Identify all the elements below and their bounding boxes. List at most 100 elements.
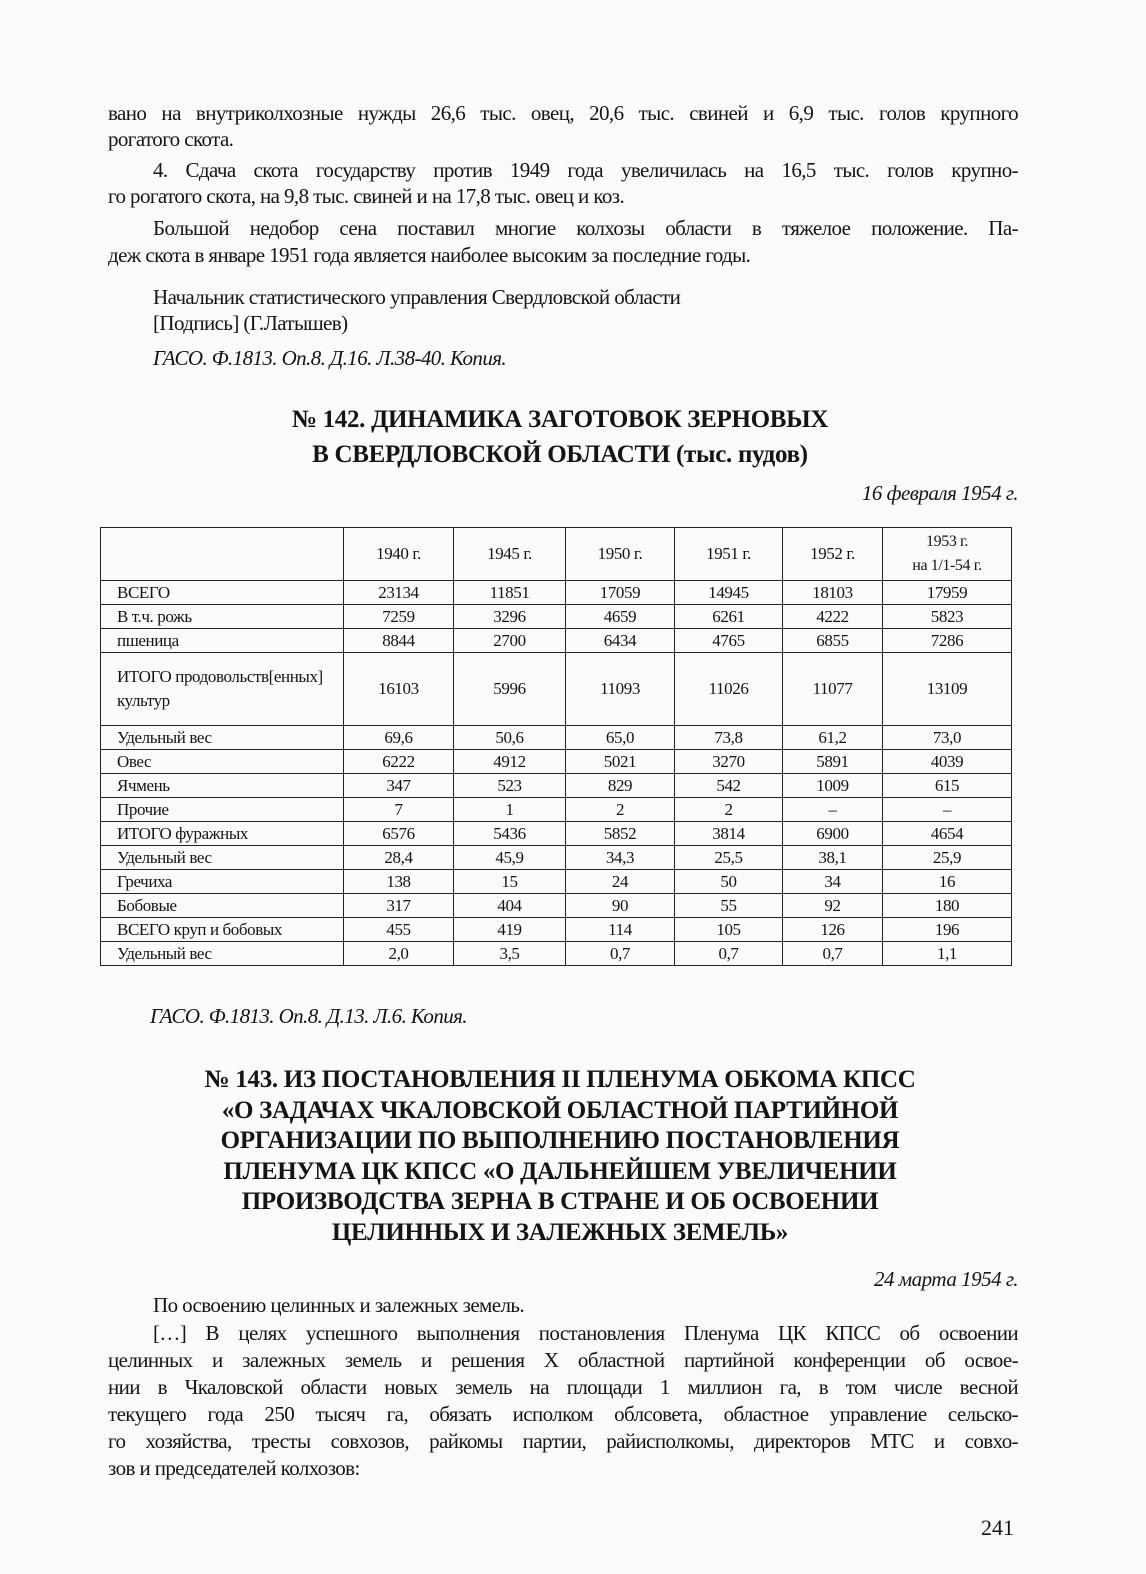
value-cell: 523: [453, 773, 566, 798]
doc-143-date: 24 марта 1954 г.: [874, 1267, 1018, 1291]
value-cell: 0,7: [565, 941, 675, 966]
source-citation: ГАСО. Ф.1813. Оп.8. Д.16. Л.38-40. Копия…: [153, 346, 507, 370]
value-cell: 7259: [343, 604, 454, 629]
table-row: Ячмень 347 523 829 542 1009 615: [100, 773, 1012, 798]
value-cell: 615: [882, 773, 1012, 798]
value-cell: 419: [453, 917, 566, 942]
value-cell: 38,1: [782, 845, 883, 870]
text-line: зов и председателей колхозов:: [108, 1456, 360, 1480]
value-cell: 1009: [782, 773, 883, 798]
row-label: Бобовые: [100, 893, 344, 918]
row-label: В т.ч. рожь: [100, 604, 344, 629]
value-cell: 11077: [782, 652, 883, 726]
doc-142-title: В СВЕРДЛОВСКОЙ ОБЛАСТИ (тыс. пудов): [312, 441, 808, 468]
value-cell: 3,5: [453, 941, 566, 966]
table-header-row: 1940 г. 1945 г. 1950 г. 1951 г. 1952 г. 1953 …: [100, 527, 1012, 581]
value-cell: 11093: [565, 652, 675, 726]
table-row: ВСЕГО круп и бобовых 455 419 114 105 126 196: [100, 917, 1012, 942]
value-cell: 55: [674, 893, 783, 918]
row-label: ВСЕГО круп и бобовых: [100, 917, 344, 942]
row-label: Овес: [100, 749, 344, 774]
value-cell: 14945: [674, 580, 783, 605]
value-cell: 3814: [674, 821, 783, 846]
value-cell: 114: [565, 917, 675, 942]
value-cell: 6434: [565, 628, 675, 653]
text-line: нии в Чкаловской области новых земель на…: [108, 1375, 1019, 1399]
header-cell: 1950 г.: [565, 527, 675, 581]
value-cell: 11851: [453, 580, 566, 605]
value-cell: 105: [674, 917, 783, 942]
table-row: ИТОГО продовольств[енных] культур 16103 59…: [100, 652, 1012, 726]
row-label: Удельный вес: [100, 845, 344, 870]
text-line: 4. Сдача скота государству против 1949 г…: [153, 158, 1019, 182]
value-cell: 34,3: [565, 845, 675, 870]
value-cell: 28,4: [343, 845, 454, 870]
row-label: Прочие: [100, 797, 344, 822]
value-cell: 7: [343, 797, 454, 822]
table-row: Удельный вес 2,0 3,5 0,7 0,7 0,7 1,1: [100, 941, 1012, 966]
value-cell: 6261: [674, 604, 783, 629]
value-cell: 73,8: [674, 725, 783, 750]
header-empty-cell: [100, 527, 344, 581]
row-label: пшеница: [100, 628, 344, 653]
value-cell: 138: [343, 869, 454, 894]
value-cell: 196: [882, 917, 1012, 942]
table-row: Бобовые 317 404 90 55 92 180: [100, 893, 1012, 918]
text-line: вано на внутриколхозные нужды 26,6 тыс. …: [108, 101, 1019, 125]
table-row: Гречиха 138 15 24 50 34 16: [100, 869, 1012, 894]
value-cell: 24: [565, 869, 675, 894]
table-row: пшеница 8844 2700 6434 4765 6855 7286: [100, 628, 1012, 653]
table-row: ИТОГО фуражных 6576 5436 5852 3814 6900 4654: [100, 821, 1012, 846]
value-cell: 0,7: [674, 941, 783, 966]
row-label: Гречиха: [100, 869, 344, 894]
table-row: Овес 6222 4912 5021 3270 5891 4039: [100, 749, 1012, 774]
value-cell: –: [782, 797, 883, 822]
table-row: Удельный вес 28,4 45,9 34,3 25,5 38,1 25,9: [100, 845, 1012, 870]
value-cell: 317: [343, 893, 454, 918]
value-cell: 829: [565, 773, 675, 798]
value-cell: –: [882, 797, 1012, 822]
text-line: По освоению целинных и залежных земель.: [153, 1293, 525, 1317]
value-cell: 61,2: [782, 725, 883, 750]
text-line: целинных и залежных земель и решения X о…: [108, 1348, 1019, 1372]
text-line: го рогатого скота, на 9,8 тыс. свиней и …: [108, 184, 625, 208]
header-cell: 1952 г.: [782, 527, 883, 581]
row-label: Удельный вес: [100, 725, 344, 750]
row-label: Удельный вес: [100, 941, 344, 966]
value-cell: 50: [674, 869, 783, 894]
value-cell: 1,1: [882, 941, 1012, 966]
header-cell: 1940 г.: [343, 527, 454, 581]
value-cell: 5436: [453, 821, 566, 846]
text-line: деж скота в январе 1951 года является на…: [108, 243, 751, 267]
value-cell: 542: [674, 773, 783, 798]
value-cell: 4039: [882, 749, 1012, 774]
signature-name: [Подпись] (Г.Латышев): [153, 311, 348, 335]
doc-142-date: 16 февраля 1954 г.: [861, 481, 1019, 505]
value-cell: 17059: [565, 580, 675, 605]
table-row: ВСЕГО 23134 11851 17059 14945 18103 17959: [100, 580, 1012, 605]
value-cell: 2700: [453, 628, 566, 653]
row-label: Ячмень: [100, 773, 344, 798]
value-cell: 34: [782, 869, 883, 894]
value-cell: 73,0: [882, 725, 1012, 750]
grain-procurement-table: 1940 г. 1945 г. 1950 г. 1951 г. 1952 г. 1953 …: [100, 527, 1012, 966]
value-cell: 23134: [343, 580, 454, 605]
title-line: ЦЕЛИННЫХ И ЗАЛЕЖНЫХ ЗЕМЕЛЬ»: [331, 1218, 789, 1246]
value-cell: 4765: [674, 628, 783, 653]
value-cell: 2: [565, 797, 675, 822]
value-cell: 126: [782, 917, 883, 942]
header-cell: 1953 г. на 1/1-54 г.: [882, 527, 1012, 581]
row-label: ИТОГО фуражных: [100, 821, 344, 846]
value-cell: 2,0: [343, 941, 454, 966]
value-cell: 90: [565, 893, 675, 918]
row-label: ИТОГО продовольств[енных] культур: [100, 652, 344, 726]
value-cell: 45,9: [453, 845, 566, 870]
value-cell: 8844: [343, 628, 454, 653]
header-cell: 1951 г.: [674, 527, 783, 581]
doc-142-source: ГАСО. Ф.1813. Оп.8. Д.13. Л.6. Копия.: [150, 1004, 468, 1028]
value-cell: 4659: [565, 604, 675, 629]
value-cell: 11026: [674, 652, 783, 726]
doc-142-title: № 142. ДИНАМИКА ЗАГОТОВОК ЗЕРНОВЫХ: [291, 406, 829, 433]
row-label: ВСЕГО: [100, 580, 344, 605]
table-row: Удельный вес 69,6 50,6 65,0 73,8 61,2 73,0: [100, 725, 1012, 750]
